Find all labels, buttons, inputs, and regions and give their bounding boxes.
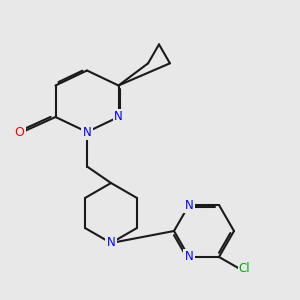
Text: N: N <box>184 250 194 263</box>
Text: Cl: Cl <box>239 262 250 275</box>
Text: N: N <box>184 199 194 212</box>
Text: O: O <box>15 125 24 139</box>
Text: N: N <box>82 125 91 139</box>
Text: N: N <box>106 236 116 250</box>
Text: N: N <box>114 110 123 124</box>
